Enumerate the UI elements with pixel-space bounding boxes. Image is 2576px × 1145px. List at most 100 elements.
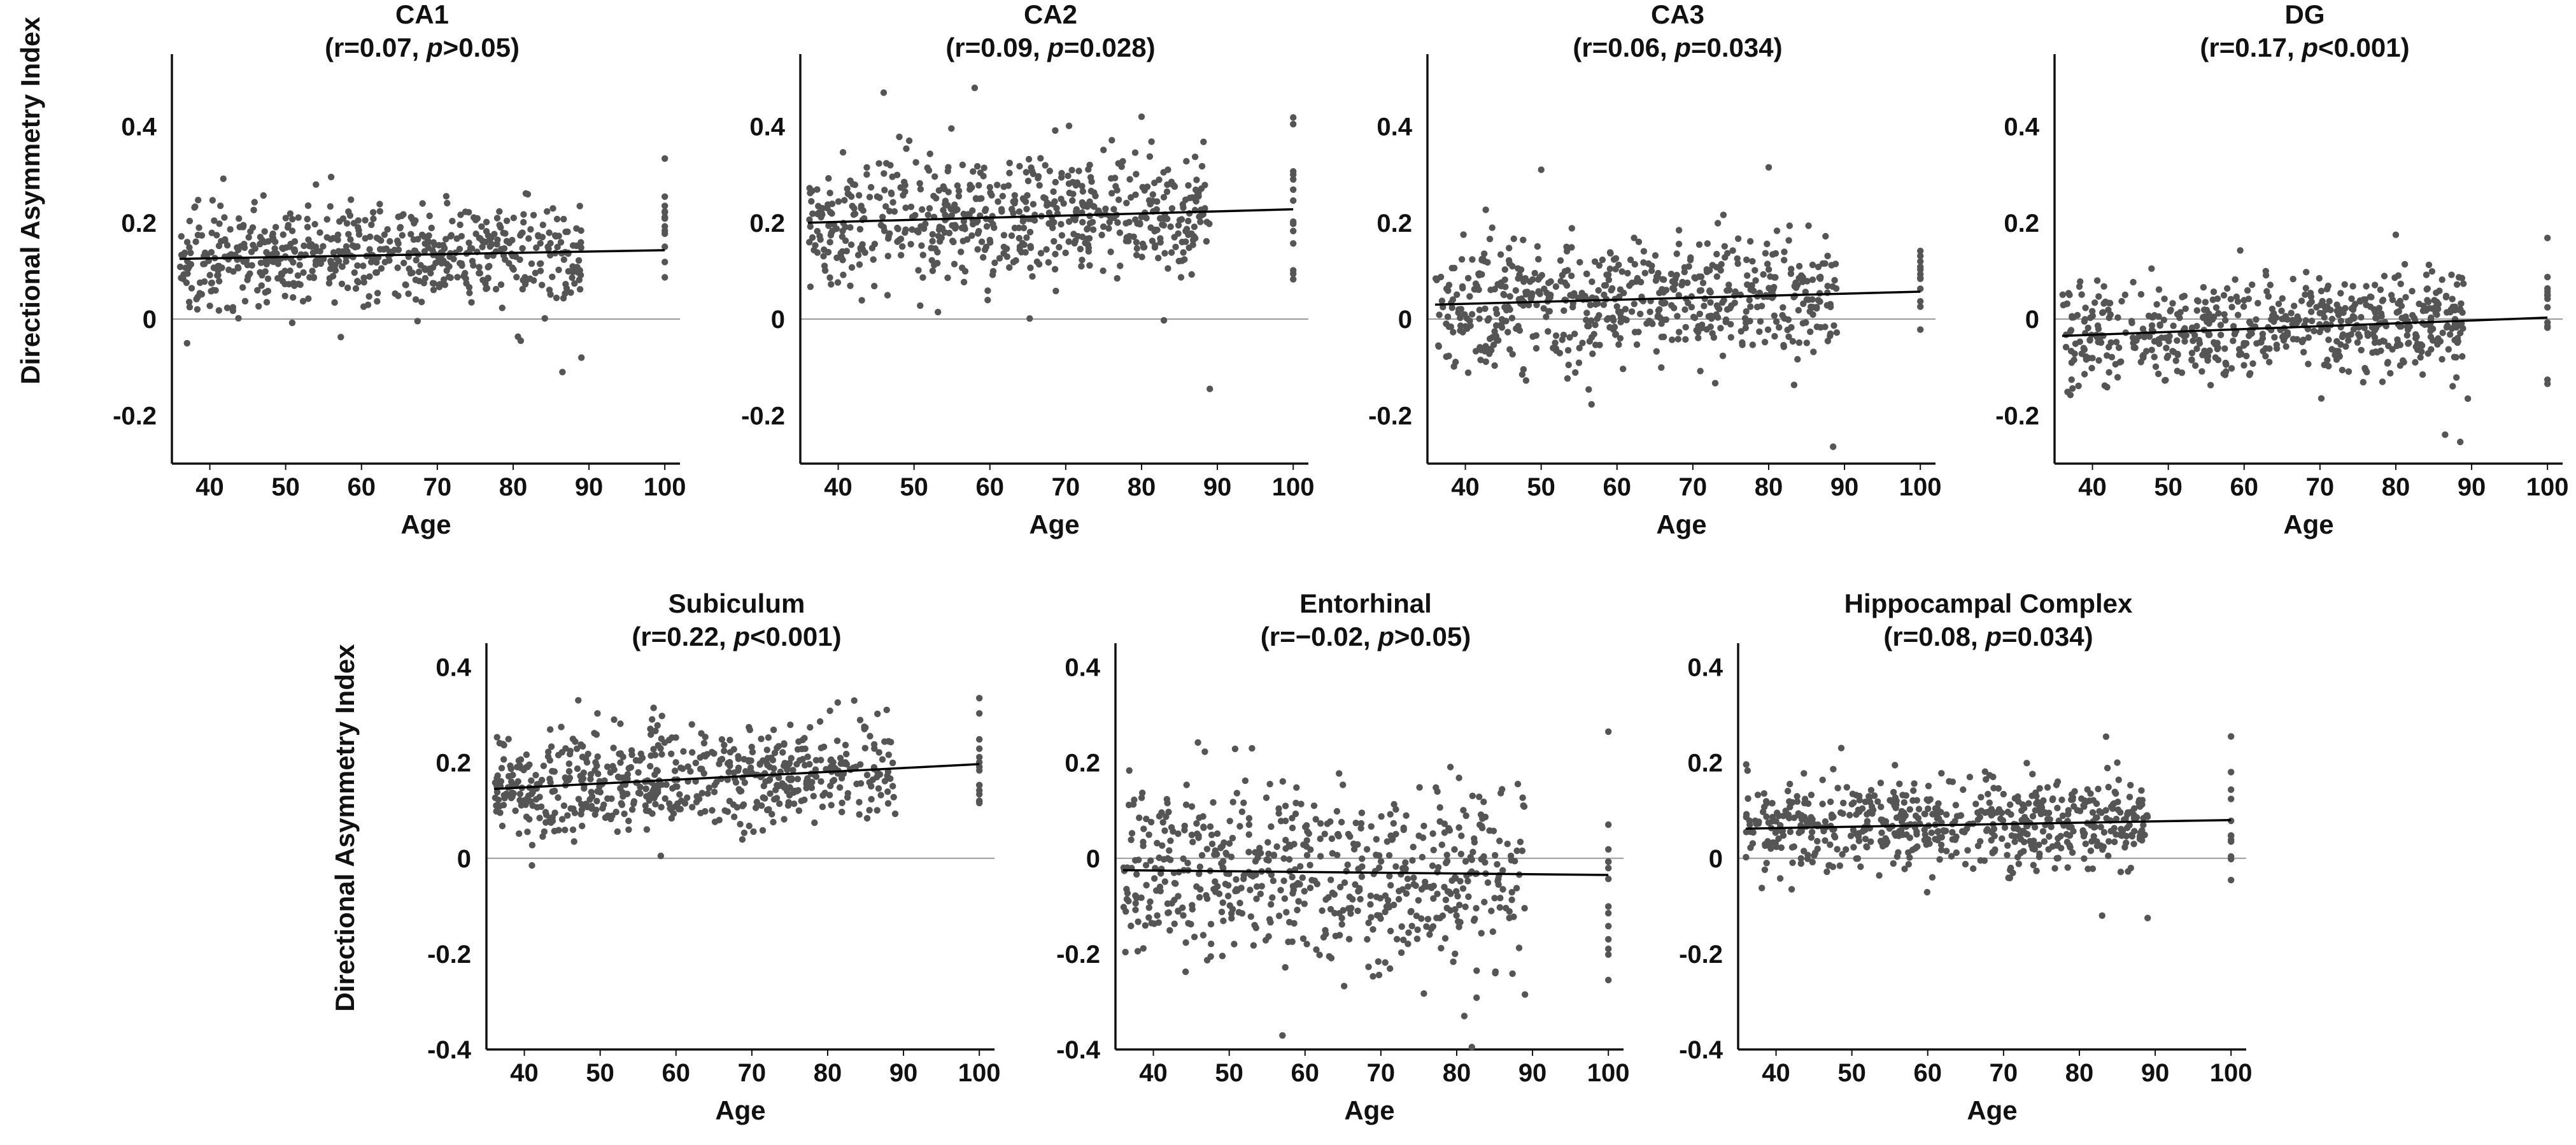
data-point xyxy=(2402,294,2409,301)
data-point xyxy=(866,807,873,814)
entorhinal-stat-p-symbol: p xyxy=(1377,622,1394,651)
data-point xyxy=(1238,808,1246,815)
data-point xyxy=(1720,297,1727,304)
data-point xyxy=(1085,166,1092,173)
data-point xyxy=(874,807,881,814)
data-point xyxy=(662,214,669,221)
data-point xyxy=(1521,905,1528,912)
data-point xyxy=(537,239,544,247)
entorhinal-trend-line xyxy=(1122,869,1609,876)
ca2-trend-line xyxy=(807,208,1294,224)
data-point xyxy=(868,795,875,803)
data-point xyxy=(884,252,892,260)
data-point xyxy=(1743,811,1750,818)
data-point xyxy=(2228,769,2235,776)
data-point xyxy=(516,256,523,263)
data-point xyxy=(542,809,549,816)
data-point xyxy=(2294,313,2301,320)
data-point xyxy=(1291,841,1298,848)
data-point xyxy=(1909,846,1916,853)
data-point xyxy=(1410,881,1417,888)
data-point xyxy=(214,272,221,279)
data-point xyxy=(2544,376,2551,383)
data-point xyxy=(1520,802,1527,809)
data-point xyxy=(1133,239,1140,246)
data-point xyxy=(2195,297,2202,305)
data-point xyxy=(352,285,360,292)
data-point xyxy=(1743,761,1750,768)
data-point xyxy=(1285,841,1293,848)
data-point xyxy=(549,273,556,280)
data-point xyxy=(2342,343,2349,350)
data-point xyxy=(1780,304,1787,311)
outlier-point xyxy=(976,695,983,702)
data-point xyxy=(1145,904,1153,911)
data-point xyxy=(1100,223,1107,231)
data-point xyxy=(2144,813,2151,820)
data-point xyxy=(1977,857,1984,864)
outlier-point xyxy=(880,89,888,96)
data-point xyxy=(1195,193,1202,200)
data-point xyxy=(765,777,773,784)
data-point xyxy=(1189,839,1196,846)
data-point xyxy=(721,741,728,749)
data-point xyxy=(1827,841,1834,848)
data-point xyxy=(1914,814,1922,822)
data-point xyxy=(2097,842,2105,850)
data-point xyxy=(628,806,636,813)
data-point xyxy=(928,245,935,252)
dg-xlabel: Age xyxy=(2283,509,2333,539)
data-point xyxy=(1727,321,1734,328)
data-point xyxy=(1214,830,1221,837)
data-point xyxy=(1656,306,1663,313)
data-point xyxy=(1035,173,1042,180)
data-point xyxy=(2080,832,2088,840)
data-point xyxy=(2438,356,2445,363)
data-point xyxy=(1552,339,1559,346)
data-point xyxy=(1893,814,1900,821)
data-point xyxy=(2082,840,2089,848)
data-point xyxy=(1795,307,1802,314)
data-point xyxy=(809,210,816,217)
data-point xyxy=(2337,317,2345,325)
data-point xyxy=(1560,331,1568,339)
data-point xyxy=(1203,895,1211,902)
data-point xyxy=(982,207,989,215)
data-point xyxy=(1386,872,1393,880)
data-point xyxy=(1079,257,1086,264)
data-point xyxy=(881,170,888,177)
data-point xyxy=(250,206,257,213)
data-point xyxy=(578,777,585,785)
data-point xyxy=(1245,814,1253,822)
data-point xyxy=(954,182,961,189)
data-point xyxy=(1605,903,1612,910)
data-point xyxy=(493,734,500,741)
data-point xyxy=(733,804,741,811)
data-point xyxy=(500,756,507,763)
data-point xyxy=(1494,861,1501,868)
panel-hippocampal-complex: Hippocampal Complex(r=0.08, p=0.034)0.40… xyxy=(1679,588,2252,1125)
subiculum-trend-line xyxy=(493,763,980,790)
data-point xyxy=(1006,159,1013,167)
data-point xyxy=(1776,875,1784,882)
data-point xyxy=(2379,338,2386,345)
data-point xyxy=(2363,283,2370,290)
data-point xyxy=(565,267,572,275)
data-point xyxy=(567,748,574,755)
data-point xyxy=(1809,816,1816,823)
data-point xyxy=(1898,809,1906,816)
data-point xyxy=(558,723,565,730)
data-point xyxy=(1415,832,1422,839)
data-point xyxy=(2345,368,2353,375)
data-point xyxy=(773,795,781,802)
data-point xyxy=(2228,838,2235,845)
data-point xyxy=(417,262,424,269)
data-point xyxy=(1707,299,1714,306)
data-point xyxy=(916,180,923,187)
data-point xyxy=(1906,854,1913,861)
data-point xyxy=(2302,291,2309,298)
data-point xyxy=(1794,798,1801,805)
data-point xyxy=(1268,901,1275,908)
data-point xyxy=(795,738,802,745)
data-point xyxy=(2100,829,2108,836)
